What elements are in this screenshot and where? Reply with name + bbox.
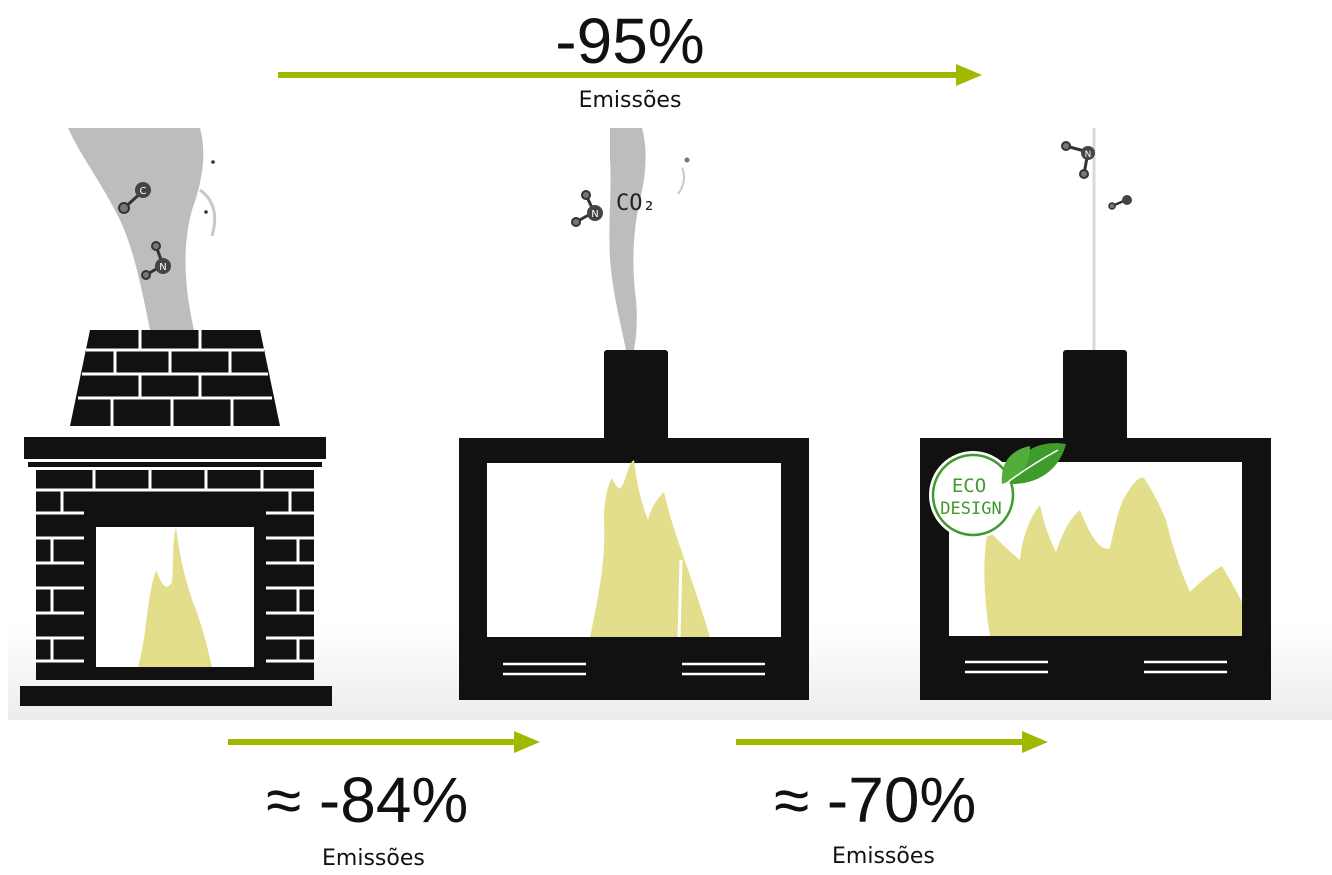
- brick-chimney: [90, 330, 260, 426]
- open-fireplace: C N: [20, 128, 332, 706]
- stove-flue: [604, 350, 668, 442]
- ecodesign-badge-icon: ECO DESIGN: [929, 443, 1066, 539]
- no2-molecule-icon: N: [571, 190, 603, 227]
- ecodesign-stove: ECO DESIGN N: [920, 128, 1271, 700]
- flame-wide: [984, 477, 1242, 636]
- co-molecule-icon: [1108, 195, 1132, 210]
- svg-text:DESIGN: DESIGN: [940, 499, 1001, 519]
- hearth-base: [20, 686, 332, 706]
- bottom-right-reduction-value: ≈ -70%: [774, 764, 977, 836]
- no2-molecule-icon: N: [1061, 141, 1095, 179]
- bottom-left-arrow: [228, 731, 540, 753]
- top-caption: Emissões: [578, 88, 682, 113]
- svg-text:N: N: [159, 262, 166, 273]
- co2-label: CO₂: [616, 191, 656, 216]
- svg-text:N: N: [1085, 150, 1092, 160]
- smoke-plume-medium: [609, 128, 646, 350]
- flame-small: [138, 528, 212, 667]
- bottom-left-caption: Emissões: [322, 846, 425, 871]
- bottom-left-reduction-value: ≈ -84%: [266, 764, 469, 836]
- svg-text:C: C: [140, 186, 147, 197]
- closed-stove: N CO₂: [459, 128, 809, 700]
- no2-molecule-icon: N: [141, 241, 171, 280]
- stove-flue: [1063, 350, 1127, 442]
- svg-text:ECO: ECO: [952, 475, 986, 497]
- smoke-plume-large: [68, 128, 204, 330]
- bottom-right-caption: Emissões: [832, 844, 935, 869]
- mantel: [24, 437, 326, 459]
- top-arrow: [278, 64, 982, 86]
- svg-text:N: N: [591, 209, 598, 220]
- top-reduction-value: -95%: [555, 5, 705, 77]
- bottom-right-arrow: [736, 731, 1048, 753]
- co-molecule-icon: C: [118, 182, 151, 214]
